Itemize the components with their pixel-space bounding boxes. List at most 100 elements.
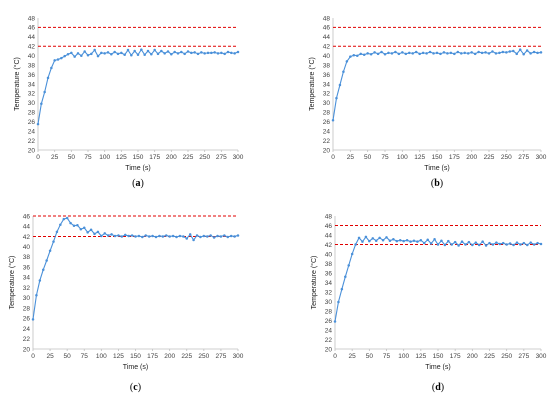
x-tick-label: 175 [449, 154, 460, 161]
data-point [495, 241, 498, 244]
data-point [435, 51, 439, 55]
x-tick-label: 175 [450, 353, 461, 360]
x-tick-label: 100 [99, 154, 110, 161]
x-tick-label: 125 [116, 154, 127, 161]
data-point [46, 76, 50, 80]
data-point [53, 59, 56, 62]
data-point [484, 51, 487, 54]
data-point [154, 235, 158, 239]
data-point [464, 243, 467, 246]
x-tick-label: 75 [383, 353, 391, 360]
x-tick-label: 0 [31, 353, 35, 360]
data-point [508, 242, 512, 245]
data-point [333, 320, 337, 323]
data-point [457, 244, 460, 247]
data-point [331, 119, 335, 122]
data-point [362, 53, 366, 57]
data-point [62, 217, 65, 221]
data-point [190, 51, 193, 55]
x-tick-label: 25 [347, 154, 355, 161]
x-tick-label: 200 [166, 154, 177, 161]
data-point [210, 51, 213, 55]
data-point [418, 52, 421, 56]
data-point [426, 238, 429, 241]
x-tick-label: 75 [381, 154, 389, 161]
data-point [436, 243, 440, 246]
data-point [356, 54, 359, 57]
data-point [220, 51, 223, 55]
y-tick-label: 30 [28, 100, 36, 107]
x-tick-label: 25 [349, 353, 357, 360]
x-tick-label: 250 [198, 353, 209, 360]
data-point [337, 300, 340, 304]
x-tick-label: 300 [233, 154, 244, 161]
x-axis-title: Time (s) [123, 364, 148, 371]
data-point [113, 234, 117, 238]
data-point [338, 83, 342, 87]
panel-label: (c) [130, 382, 141, 393]
data-point [423, 241, 426, 245]
x-tick-label: 25 [46, 353, 54, 360]
data-point [106, 234, 110, 237]
data-point [443, 243, 447, 247]
data-point [42, 268, 45, 271]
data-point [388, 239, 392, 242]
x-tick-label: 50 [64, 353, 72, 360]
data-point [484, 244, 488, 247]
data-point [529, 52, 532, 55]
data-point [185, 237, 188, 240]
y-tick-label: 48 [28, 15, 36, 22]
x-tick-label: 275 [518, 353, 529, 360]
data-point [183, 52, 186, 56]
data-point [350, 252, 354, 256]
x-tick-label: 150 [433, 353, 444, 360]
data-point [342, 70, 345, 73]
data-point [373, 51, 376, 54]
y-tick-label: 34 [325, 280, 333, 287]
data-point [113, 50, 116, 54]
chart-panel: 20 22 24 26 28 30 32 34 36 38 40 42 44 46 0 25 50 75 100 12… [8, 213, 244, 393]
data-point [233, 235, 236, 238]
data-point [515, 241, 519, 244]
x-tick-label: 75 [84, 154, 92, 161]
data-point [143, 53, 146, 57]
data-point [90, 52, 93, 56]
x-axis-title: Time (s) [424, 165, 449, 172]
data-point [158, 234, 161, 238]
data-point [83, 50, 86, 53]
data-point [223, 52, 226, 56]
x-tick-label: 25 [51, 154, 59, 161]
data-point [120, 235, 124, 238]
panel-label: (b) [431, 178, 443, 189]
chart-panel: 20 22 24 26 28 30 32 34 36 38 40 42 44 46 48 0 25 50 75 100… [308, 15, 547, 189]
x-tick-label: 50 [366, 353, 374, 360]
data-point [532, 243, 536, 246]
x-tick-label: 250 [501, 353, 512, 360]
data-point [515, 52, 518, 56]
data-point [52, 240, 55, 243]
data-point [366, 52, 369, 55]
data-point [467, 240, 471, 244]
data-point [223, 234, 226, 237]
data-point [539, 51, 543, 54]
data-point [86, 231, 89, 234]
data-point [216, 52, 220, 55]
data-point [60, 56, 63, 60]
data-point [456, 50, 460, 54]
data-point [411, 52, 414, 55]
data-point [381, 238, 385, 242]
x-tick-label: 50 [364, 154, 372, 161]
x-tick-label: 225 [484, 353, 495, 360]
data-point [364, 235, 368, 239]
data-point [55, 230, 59, 234]
data-point [171, 234, 175, 238]
y-tick-label: 40 [23, 244, 31, 251]
data-point [347, 264, 350, 267]
data-point [96, 54, 100, 58]
panel-label: (d) [432, 382, 444, 393]
data-point [432, 52, 435, 55]
y-axis-title: Temperature (°C) [308, 57, 316, 111]
data-point [480, 51, 484, 55]
data-point [178, 234, 182, 238]
y-tick-label: 38 [323, 62, 331, 69]
